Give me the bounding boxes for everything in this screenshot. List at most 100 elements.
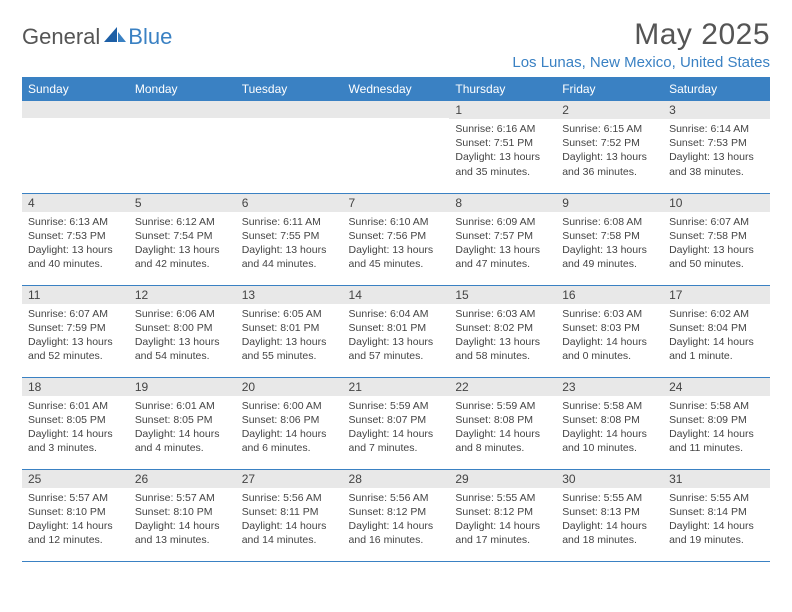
logo-text-blue: Blue: [128, 24, 172, 50]
calendar-day-cell: 19Sunrise: 6:01 AMSunset: 8:05 PMDayligh…: [129, 377, 236, 469]
calendar-day-cell: 23Sunrise: 5:58 AMSunset: 8:08 PMDayligh…: [556, 377, 663, 469]
day-number: 8: [449, 194, 556, 212]
calendar-week-row: 18Sunrise: 6:01 AMSunset: 8:05 PMDayligh…: [22, 377, 770, 469]
day-line: Sunset: 8:08 PM: [562, 413, 657, 427]
calendar-day-cell: 16Sunrise: 6:03 AMSunset: 8:03 PMDayligh…: [556, 285, 663, 377]
day-header: Saturday: [663, 77, 770, 101]
day-line: Sunset: 7:55 PM: [242, 229, 337, 243]
calendar-day-cell: 11Sunrise: 6:07 AMSunset: 7:59 PMDayligh…: [22, 285, 129, 377]
day-number: 16: [556, 286, 663, 304]
day-header: Monday: [129, 77, 236, 101]
calendar-body: 1Sunrise: 6:16 AMSunset: 7:51 PMDaylight…: [22, 101, 770, 561]
day-line: Daylight: 14 hours: [28, 519, 123, 533]
calendar-day-cell: 14Sunrise: 6:04 AMSunset: 8:01 PMDayligh…: [343, 285, 450, 377]
day-line: Sunrise: 6:06 AM: [135, 307, 230, 321]
day-body: Sunrise: 6:09 AMSunset: 7:57 PMDaylight:…: [449, 212, 556, 276]
day-line: and 35 minutes.: [455, 165, 550, 179]
day-body: Sunrise: 6:05 AMSunset: 8:01 PMDaylight:…: [236, 304, 343, 368]
day-number: [22, 101, 129, 118]
calendar-day-cell: 3Sunrise: 6:14 AMSunset: 7:53 PMDaylight…: [663, 101, 770, 193]
title-block: May 2025 Los Lunas, New Mexico, United S…: [512, 18, 770, 71]
day-number: 30: [556, 470, 663, 488]
calendar-day-cell: 22Sunrise: 5:59 AMSunset: 8:08 PMDayligh…: [449, 377, 556, 469]
calendar-week-row: 4Sunrise: 6:13 AMSunset: 7:53 PMDaylight…: [22, 193, 770, 285]
day-line: Sunrise: 6:07 AM: [669, 215, 764, 229]
day-number: 1: [449, 101, 556, 119]
day-line: Sunset: 7:58 PM: [669, 229, 764, 243]
logo-text-general: General: [22, 24, 100, 50]
day-body: Sunrise: 6:10 AMSunset: 7:56 PMDaylight:…: [343, 212, 450, 276]
calendar-day-cell: 25Sunrise: 5:57 AMSunset: 8:10 PMDayligh…: [22, 469, 129, 561]
calendar-day-cell: 18Sunrise: 6:01 AMSunset: 8:05 PMDayligh…: [22, 377, 129, 469]
day-line: Sunrise: 5:59 AM: [455, 399, 550, 413]
day-number: 12: [129, 286, 236, 304]
day-line: Daylight: 13 hours: [28, 335, 123, 349]
day-number: 3: [663, 101, 770, 119]
calendar-day-cell: 4Sunrise: 6:13 AMSunset: 7:53 PMDaylight…: [22, 193, 129, 285]
calendar-day-cell: 12Sunrise: 6:06 AMSunset: 8:00 PMDayligh…: [129, 285, 236, 377]
day-body: Sunrise: 5:58 AMSunset: 8:09 PMDaylight:…: [663, 396, 770, 460]
day-line: and 58 minutes.: [455, 349, 550, 363]
day-body: [236, 118, 343, 125]
day-line: Daylight: 13 hours: [349, 335, 444, 349]
day-number: 23: [556, 378, 663, 396]
calendar-day-cell: 24Sunrise: 5:58 AMSunset: 8:09 PMDayligh…: [663, 377, 770, 469]
day-line: and 4 minutes.: [135, 441, 230, 455]
day-number: 20: [236, 378, 343, 396]
day-header: Friday: [556, 77, 663, 101]
day-line: Sunrise: 5:56 AM: [242, 491, 337, 505]
day-line: Daylight: 14 hours: [28, 427, 123, 441]
day-line: Daylight: 14 hours: [669, 427, 764, 441]
day-line: Sunset: 8:05 PM: [135, 413, 230, 427]
day-line: Sunrise: 6:07 AM: [28, 307, 123, 321]
day-line: Sunrise: 5:58 AM: [669, 399, 764, 413]
day-line: and 0 minutes.: [562, 349, 657, 363]
calendar-day-cell: 20Sunrise: 6:00 AMSunset: 8:06 PMDayligh…: [236, 377, 343, 469]
calendar-day-cell: 17Sunrise: 6:02 AMSunset: 8:04 PMDayligh…: [663, 285, 770, 377]
day-body: Sunrise: 6:15 AMSunset: 7:52 PMDaylight:…: [556, 119, 663, 183]
day-number: 17: [663, 286, 770, 304]
day-line: Daylight: 13 hours: [669, 243, 764, 257]
day-line: and 57 minutes.: [349, 349, 444, 363]
day-line: Daylight: 14 hours: [242, 519, 337, 533]
day-body: Sunrise: 6:01 AMSunset: 8:05 PMDaylight:…: [129, 396, 236, 460]
day-line: and 40 minutes.: [28, 257, 123, 271]
calendar-week-row: 1Sunrise: 6:16 AMSunset: 7:51 PMDaylight…: [22, 101, 770, 193]
day-line: Sunset: 8:02 PM: [455, 321, 550, 335]
day-body: Sunrise: 5:59 AMSunset: 8:08 PMDaylight:…: [449, 396, 556, 460]
day-line: Sunrise: 6:08 AM: [562, 215, 657, 229]
logo: General Blue: [22, 18, 172, 50]
day-body: Sunrise: 6:08 AMSunset: 7:58 PMDaylight:…: [556, 212, 663, 276]
day-line: Sunrise: 6:01 AM: [135, 399, 230, 413]
header: General Blue May 2025 Los Lunas, New Mex…: [22, 18, 770, 71]
day-number: 29: [449, 470, 556, 488]
day-line: Daylight: 14 hours: [562, 519, 657, 533]
day-line: Sunset: 8:10 PM: [135, 505, 230, 519]
day-line: and 3 minutes.: [28, 441, 123, 455]
day-number: [129, 101, 236, 118]
day-line: Daylight: 13 hours: [562, 150, 657, 164]
day-line: Sunset: 7:52 PM: [562, 136, 657, 150]
day-line: Sunrise: 6:14 AM: [669, 122, 764, 136]
day-line: Daylight: 14 hours: [135, 427, 230, 441]
day-line: Daylight: 13 hours: [135, 243, 230, 257]
day-line: and 42 minutes.: [135, 257, 230, 271]
day-body: Sunrise: 6:02 AMSunset: 8:04 PMDaylight:…: [663, 304, 770, 368]
day-line: and 8 minutes.: [455, 441, 550, 455]
day-line: Sunset: 7:54 PM: [135, 229, 230, 243]
day-number: 5: [129, 194, 236, 212]
day-line: Sunset: 8:10 PM: [28, 505, 123, 519]
day-body: Sunrise: 6:07 AMSunset: 7:59 PMDaylight:…: [22, 304, 129, 368]
day-line: Sunrise: 6:16 AM: [455, 122, 550, 136]
day-body: Sunrise: 5:56 AMSunset: 8:12 PMDaylight:…: [343, 488, 450, 552]
day-line: Sunrise: 5:57 AM: [135, 491, 230, 505]
day-body: Sunrise: 6:12 AMSunset: 7:54 PMDaylight:…: [129, 212, 236, 276]
day-line: Daylight: 13 hours: [28, 243, 123, 257]
day-number: 21: [343, 378, 450, 396]
day-number: 6: [236, 194, 343, 212]
day-line: Sunset: 8:08 PM: [455, 413, 550, 427]
day-line: and 44 minutes.: [242, 257, 337, 271]
day-body: Sunrise: 6:01 AMSunset: 8:05 PMDaylight:…: [22, 396, 129, 460]
day-number: 19: [129, 378, 236, 396]
day-line: Sunrise: 5:59 AM: [349, 399, 444, 413]
